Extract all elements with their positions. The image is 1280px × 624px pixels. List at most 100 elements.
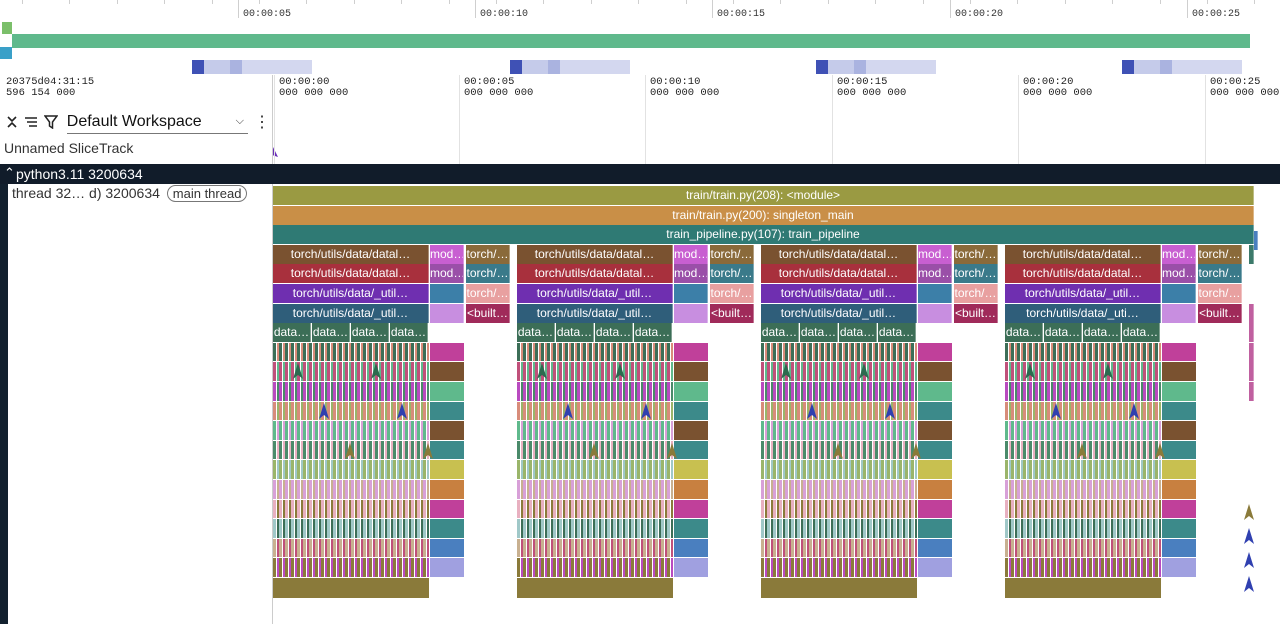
- flame-slice-data[interactable]: data…: [556, 323, 594, 343]
- flame-slice-dataloader[interactable]: torch/utils/data/datal…: [761, 264, 917, 284]
- flame-dense-slices[interactable]: [761, 421, 917, 440]
- flame-dense-slices[interactable]: [517, 538, 673, 558]
- flame-slice-builtin[interactable]: <built…: [1198, 303, 1242, 323]
- flame-dense-slices[interactable]: [517, 460, 673, 479]
- flame-dense-slices[interactable]: [273, 558, 429, 577]
- flame-slice-util[interactable]: torch/utils/data/_util…: [761, 284, 917, 303]
- flame-dense-slices[interactable]: [273, 362, 429, 381]
- flame-slice[interactable]: [1162, 460, 1196, 479]
- flame-slice-data[interactable]: data…: [273, 323, 311, 343]
- flame-dense-slices[interactable]: [1005, 460, 1161, 479]
- flame-slice-dataloader[interactable]: torch/utils/data/datal…: [517, 244, 673, 264]
- flame-dense-slices[interactable]: [517, 342, 673, 362]
- instant-event-icon[interactable]: [423, 442, 433, 459]
- flame-slice[interactable]: [1162, 362, 1196, 381]
- flame-slice-data[interactable]: data…: [800, 323, 838, 343]
- flame-slice[interactable]: [430, 362, 464, 381]
- flame-slice-builtin[interactable]: <built…: [710, 303, 754, 323]
- flame-slice-dataloader[interactable]: torch/utils/data/datal…: [1005, 264, 1161, 284]
- flame-slice[interactable]: [430, 401, 464, 421]
- flame-slice[interactable]: [918, 342, 952, 362]
- flame-slice[interactable]: [1249, 362, 1254, 382]
- flame-dense-slices[interactable]: [761, 558, 917, 577]
- flame-slice[interactable]: [1162, 499, 1196, 519]
- flame-slice-mod[interactable]: mod…: [430, 244, 464, 264]
- flame-slice-torch[interactable]: torch/…: [466, 244, 510, 264]
- flame-slice-data[interactable]: data…: [1005, 323, 1043, 343]
- instant-event-icon[interactable]: [833, 442, 843, 459]
- flame-slice-data[interactable]: data…: [761, 323, 799, 343]
- flame-dense-slices[interactable]: [761, 480, 917, 499]
- flame-slice-train-pipeline[interactable]: train_pipeline.py(107): train_pipeline: [273, 225, 1254, 245]
- flame-slice[interactable]: [918, 499, 952, 519]
- flame-slice-data[interactable]: data…: [595, 323, 633, 343]
- flame-slice[interactable]: [430, 519, 464, 538]
- flame-dense-slices[interactable]: [273, 538, 429, 558]
- slice-marker-icon[interactable]: [272, 145, 280, 157]
- flame-slice[interactable]: [674, 362, 708, 381]
- flame-slice[interactable]: [430, 342, 464, 362]
- flame-slice-data[interactable]: data…: [390, 323, 428, 343]
- flame-slice-mod[interactable]: mod…: [674, 244, 708, 264]
- flame-dense-slices[interactable]: [273, 401, 429, 421]
- flame-slice[interactable]: [430, 499, 464, 519]
- flame-slice[interactable]: [674, 460, 708, 479]
- instant-event-icon[interactable]: [885, 402, 895, 419]
- flame-slice[interactable]: [918, 440, 952, 460]
- flame-dense-slices[interactable]: [1005, 519, 1161, 538]
- flame-dense-slices[interactable]: [273, 480, 429, 499]
- flame-dense-slices[interactable]: [1005, 421, 1161, 440]
- flame-slice[interactable]: [918, 284, 952, 303]
- flame-slice-util[interactable]: torch/utils/data/_util…: [1005, 284, 1161, 303]
- flame-slice-util[interactable]: torch/utils/data/_util…: [761, 303, 917, 323]
- unnamed-slice-track[interactable]: Unnamed SliceTrack: [0, 137, 1280, 164]
- flame-dense-slices[interactable]: [517, 421, 673, 440]
- flame-dense-slices[interactable]: [761, 538, 917, 558]
- flame-slice[interactable]: [430, 558, 464, 577]
- flame-slice[interactable]: [918, 519, 952, 538]
- flame-slice[interactable]: [1162, 284, 1196, 303]
- flame-slice-util[interactable]: torch/utils/data/_uti…: [1005, 303, 1161, 323]
- flame-slice[interactable]: [674, 440, 708, 460]
- flame-slice-dataloader[interactable]: torch/utils/data/datal…: [1005, 244, 1161, 264]
- flame-slice-builtin[interactable]: <built…: [954, 303, 998, 323]
- instant-event-icon[interactable]: [1244, 528, 1254, 544]
- flame-slice[interactable]: [430, 480, 464, 499]
- flame-slice[interactable]: [1162, 480, 1196, 499]
- flame-slice[interactable]: [1162, 558, 1196, 577]
- flame-dense-slices[interactable]: [761, 342, 917, 362]
- flame-slice[interactable]: [1254, 231, 1258, 251]
- flame-slice-util[interactable]: torch/utils/data/_util…: [273, 303, 429, 323]
- flame-slice[interactable]: [1162, 538, 1196, 558]
- instant-event-icon[interactable]: [589, 442, 599, 459]
- instant-event-icon[interactable]: [615, 362, 625, 379]
- flame-slice[interactable]: [430, 303, 464, 323]
- instant-event-icon[interactable]: [667, 442, 677, 459]
- workspace-select[interactable]: Default Workspace ⌵: [66, 111, 249, 134]
- flame-dense-slices[interactable]: [1005, 499, 1161, 519]
- instant-event-icon[interactable]: [1155, 442, 1165, 459]
- flame-dense-slices[interactable]: [1005, 342, 1161, 362]
- instant-event-icon[interactable]: [397, 402, 407, 419]
- instant-event-icon[interactable]: [1244, 552, 1254, 568]
- flame-slice[interactable]: [1162, 519, 1196, 538]
- flame-slice-torch[interactable]: torch/…: [954, 244, 998, 264]
- flame-slice[interactable]: [918, 382, 952, 401]
- instant-event-icon[interactable]: [1077, 442, 1087, 459]
- flame-slice-mod[interactable]: mod…: [918, 264, 952, 284]
- flame-slice[interactable]: [918, 303, 952, 323]
- instant-event-icon[interactable]: [1051, 402, 1061, 419]
- flame-slice[interactable]: [918, 480, 952, 499]
- flame-slice-data[interactable]: data…: [1083, 323, 1121, 343]
- flame-slice[interactable]: [674, 480, 708, 499]
- instant-event-icon[interactable]: [1244, 504, 1254, 520]
- flame-slice-torch[interactable]: torch/…: [1198, 284, 1242, 303]
- flame-slice[interactable]: [674, 401, 708, 421]
- flame-slice-torch[interactable]: torch/…: [954, 264, 998, 284]
- flame-dense-slices[interactable]: [273, 342, 429, 362]
- instant-event-icon[interactable]: [1244, 576, 1254, 592]
- flame-dense-slices[interactable]: [1005, 480, 1161, 499]
- flame-dense-slices[interactable]: [517, 499, 673, 519]
- flame-slice[interactable]: [674, 558, 708, 577]
- flame-slice[interactable]: [1249, 244, 1254, 264]
